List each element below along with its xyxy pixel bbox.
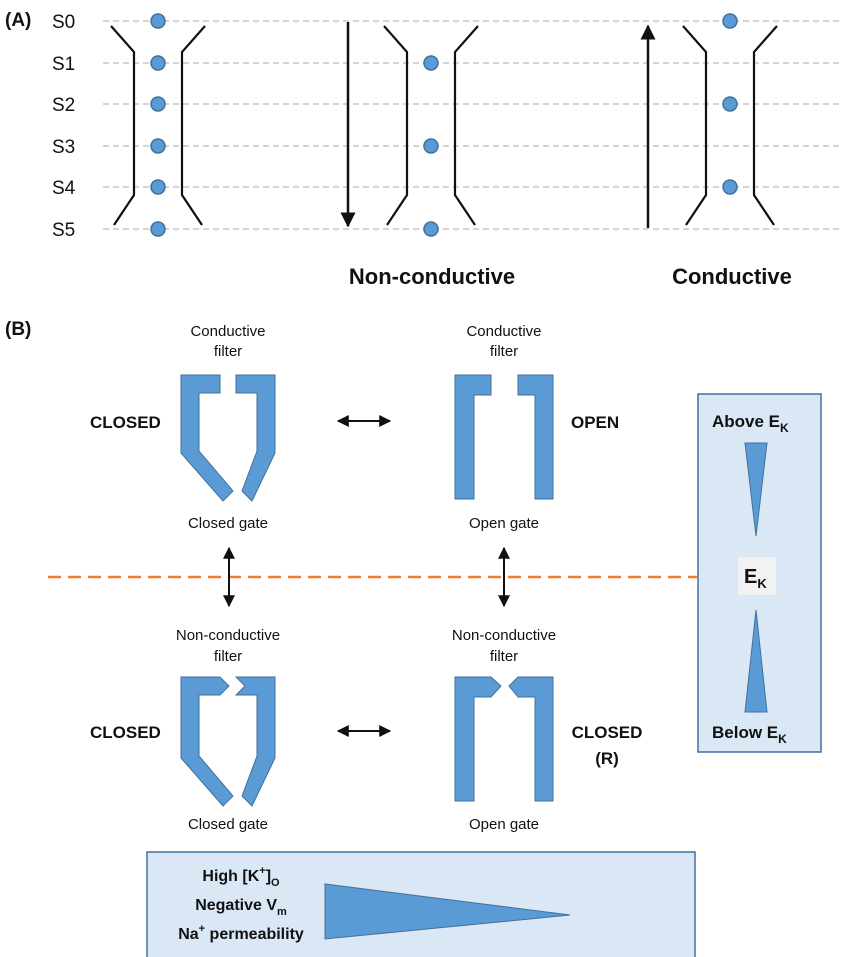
site-label-s3: S3 <box>52 137 75 158</box>
channel-closed-conductive <box>180 374 276 502</box>
ion-column-2 <box>423 55 439 237</box>
site-label-s0: S0 <box>52 12 75 33</box>
ek-lower-wedge <box>744 609 768 713</box>
filter-label-br-1: Non-conductive <box>452 627 556 644</box>
ion <box>150 96 166 112</box>
state-label-bl: CLOSED <box>90 723 161 742</box>
gate-label-br: Open gate <box>469 816 539 833</box>
gate-label-tl: Closed gate <box>188 515 268 532</box>
ion <box>423 138 439 154</box>
ion <box>150 138 166 154</box>
channel-open-nonconductive <box>454 676 554 802</box>
channel-open-conductive <box>454 374 554 500</box>
ion <box>722 179 738 195</box>
site-label-s5: S5 <box>52 220 75 241</box>
site-label-s4: S4 <box>52 178 76 199</box>
ion <box>150 13 166 29</box>
filter-walls-2 <box>383 25 479 226</box>
filter-label-tl-1: Conductive <box>190 323 265 340</box>
non-conductive-label: Non-conductive <box>349 264 515 289</box>
state-label-tl: CLOSED <box>90 413 161 432</box>
condition-k: High [K+]O <box>202 865 280 889</box>
ion <box>150 55 166 71</box>
ek-box: Above EK EK Below EK <box>697 393 822 753</box>
condition-na: Na+ permeability <box>178 923 304 943</box>
conditions-box: High [K+]O Negative Vm Na+ permeability <box>146 851 696 957</box>
site-label-s1: S1 <box>52 54 75 75</box>
ion-column-3 <box>722 13 738 195</box>
above-ek-label: Above EK <box>712 412 789 435</box>
filter-label-tl-2: filter <box>214 343 242 360</box>
ek-upper-wedge <box>744 442 768 537</box>
conditions-wedge <box>324 883 571 940</box>
ion-column-1 <box>150 13 166 237</box>
below-ek-label: Below EK <box>712 723 787 746</box>
conductive-label: Conductive <box>672 264 792 289</box>
site-gridlines <box>103 20 843 230</box>
state-label-br-2: (R) <box>595 749 619 768</box>
ion <box>423 221 439 237</box>
filter-walls-3 <box>682 25 778 226</box>
ek-label-bg <box>738 557 776 595</box>
filter-walls-1 <box>110 25 206 226</box>
condition-vm: Negative Vm <box>195 897 287 918</box>
filter-label-bl-2: filter <box>214 648 242 665</box>
filter-label-bl-1: Non-conductive <box>176 627 280 644</box>
ion <box>423 55 439 71</box>
ion <box>722 13 738 29</box>
state-label-tr: OPEN <box>571 413 619 432</box>
gate-label-bl: Closed gate <box>188 816 268 833</box>
gate-label-tr: Open gate <box>469 515 539 532</box>
site-label-s2: S2 <box>52 95 75 116</box>
filter-label-tr-1: Conductive <box>466 323 541 340</box>
filter-label-br-2: filter <box>490 648 518 665</box>
ion <box>150 221 166 237</box>
ion <box>150 179 166 195</box>
ek-center-label: EK <box>744 566 767 591</box>
panel-a-label: (A) <box>5 10 31 31</box>
panel-b-label: (B) <box>5 319 31 340</box>
channel-closed-nonconductive <box>180 676 276 807</box>
filter-label-tr-2: filter <box>490 343 518 360</box>
state-label-br-1: CLOSED <box>572 723 643 742</box>
ion <box>722 96 738 112</box>
